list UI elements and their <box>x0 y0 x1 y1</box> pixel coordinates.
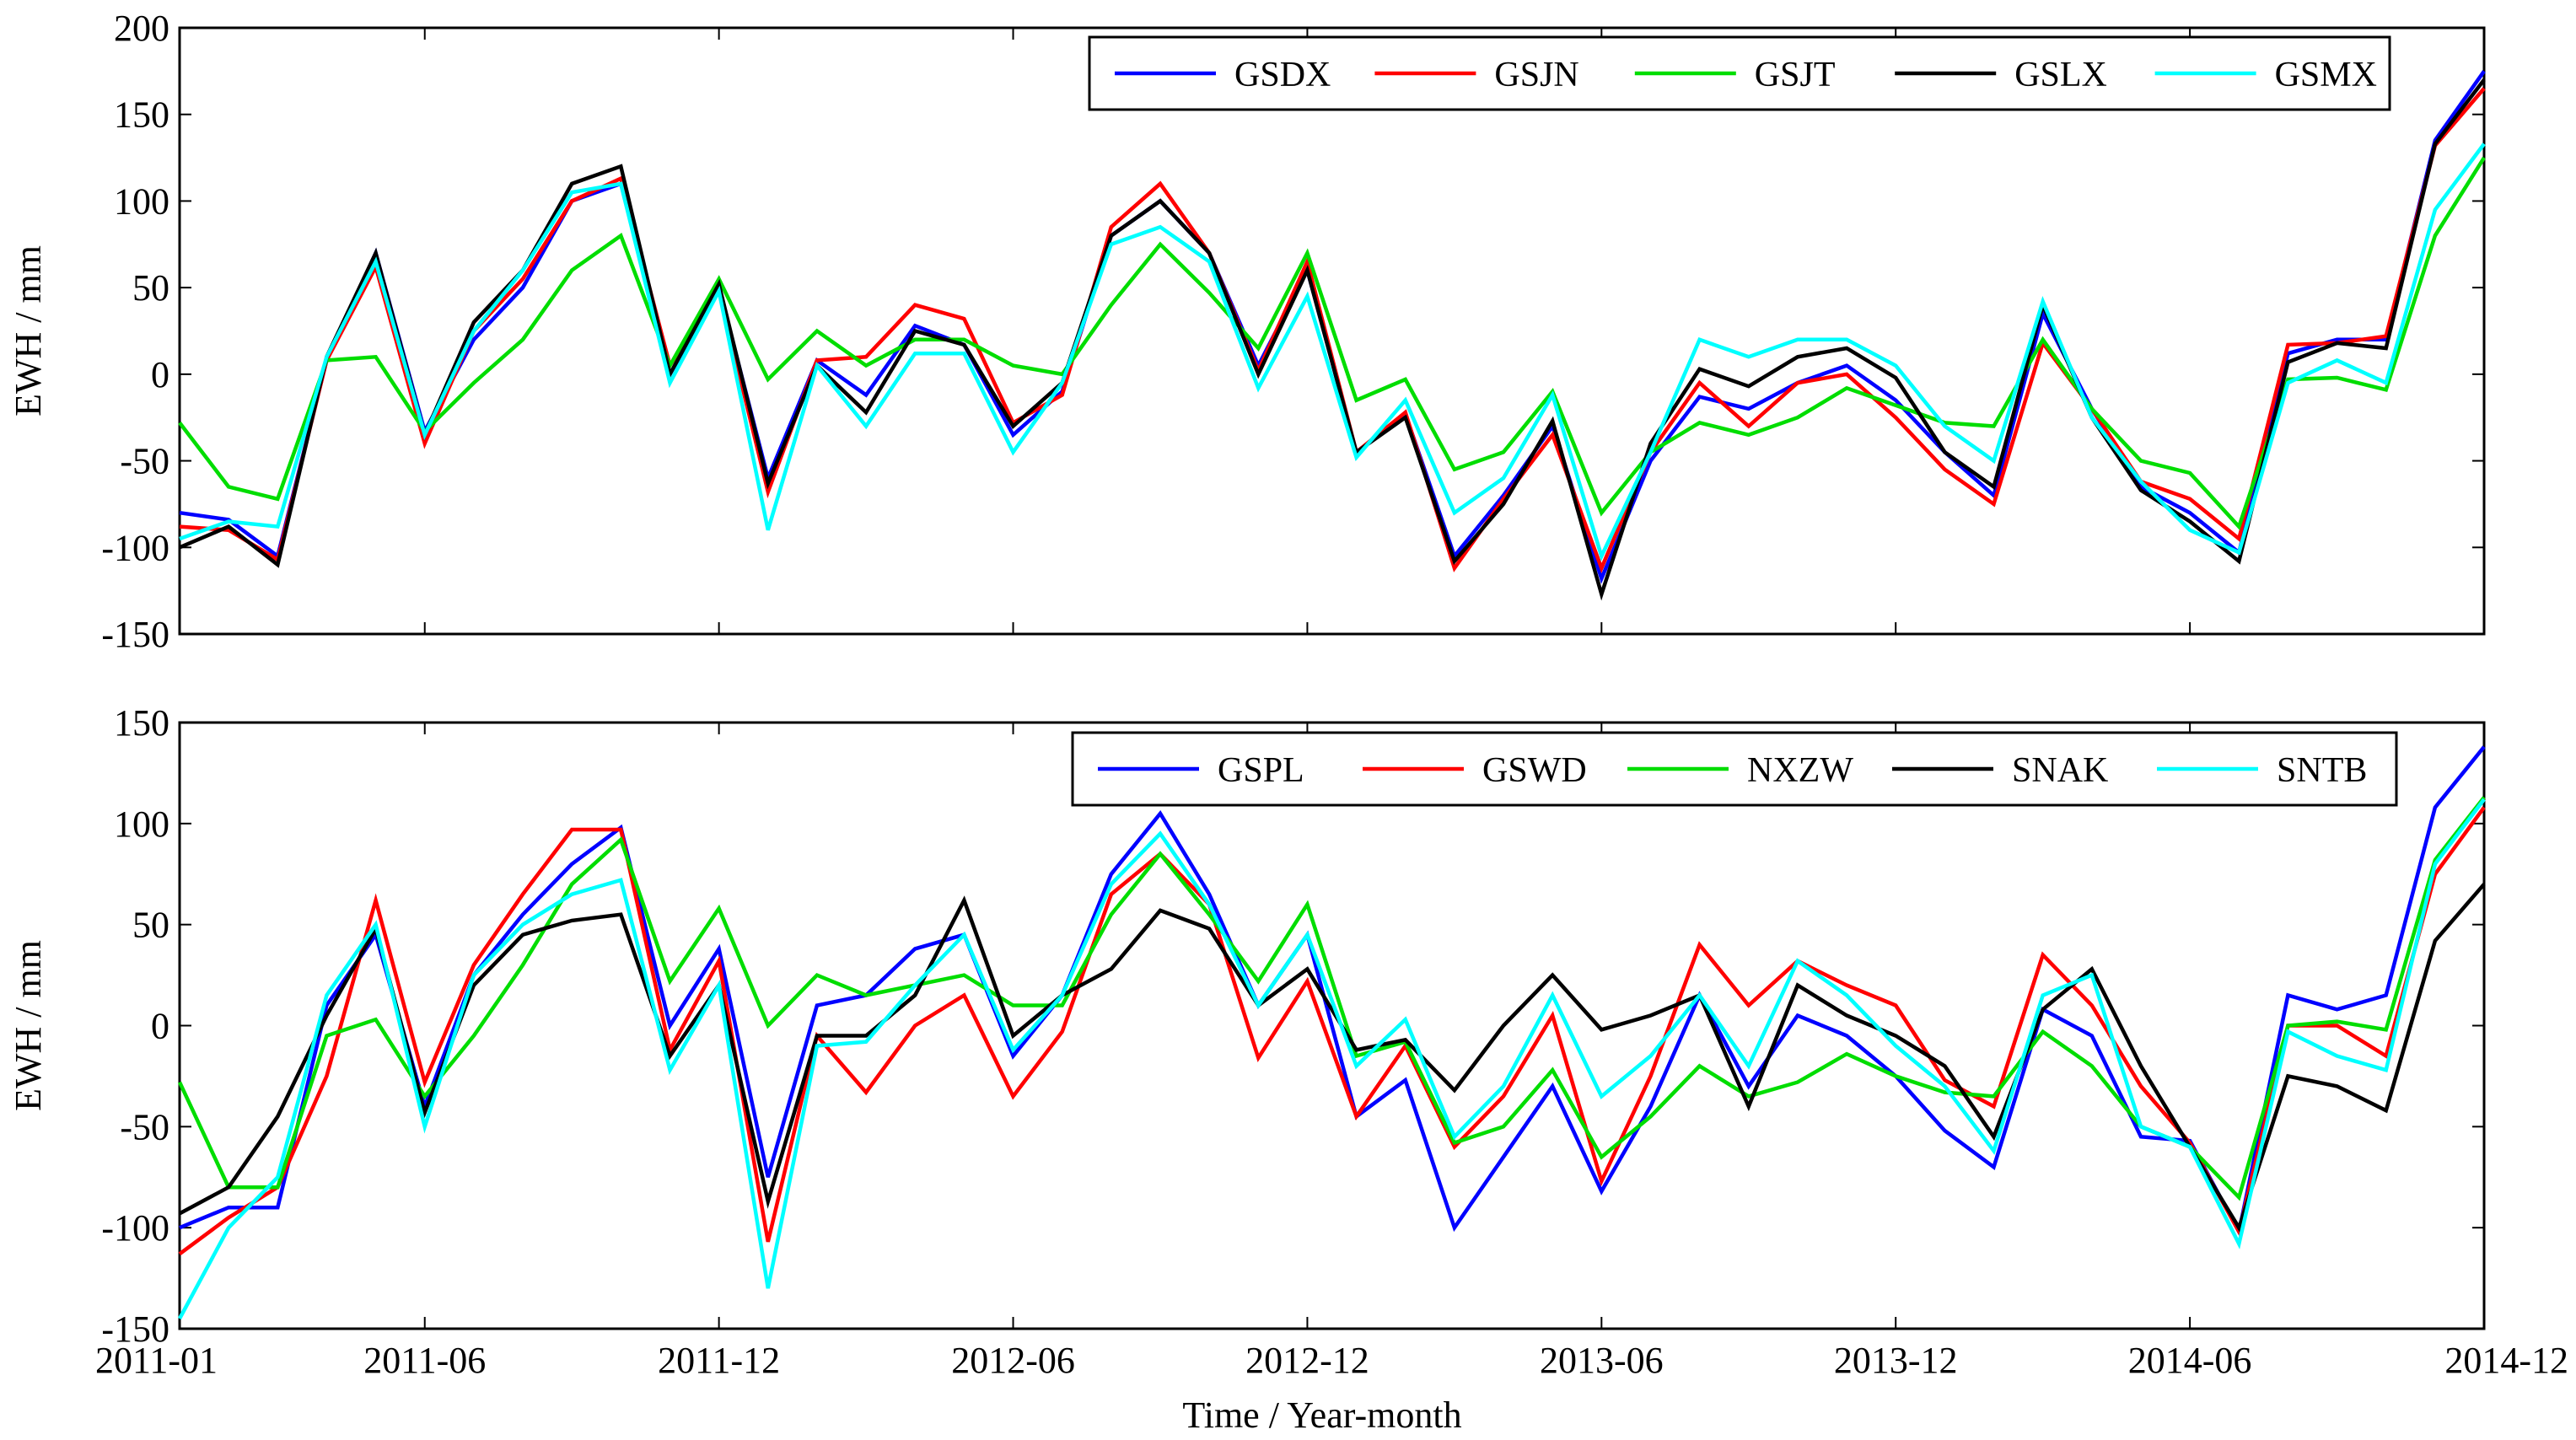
y-tick-label: -150 <box>101 614 169 655</box>
x-tick-label: 2011-01 <box>95 1340 218 1381</box>
bottom-chart-panel: -150 -100 -50 0 50 100 150 2011-01 2011-06 2011-1… <box>8 702 2568 1381</box>
series-line-sntb <box>178 798 2486 1320</box>
y-tick-label: 0 <box>151 1006 169 1047</box>
y-tick-label: 150 <box>114 702 169 744</box>
legend-label-gsjt: GSJT <box>1755 56 1836 94</box>
series-line-gsjt <box>178 156 2486 530</box>
x-tick-label: 2013-06 <box>1540 1340 1664 1381</box>
x-tick-label: 2011-06 <box>363 1340 486 1381</box>
y-tick-label: 50 <box>132 267 169 309</box>
legend-label-gsjn: GSJN <box>1494 56 1578 94</box>
legend: GSPL GSWD NXZW SNAK SNTB <box>1071 731 2398 807</box>
y-tick-label: -100 <box>101 527 169 568</box>
y-tick-label: 100 <box>114 180 169 222</box>
legend-label-gswd: GSWD <box>1482 751 1587 790</box>
legend-label-nxzw: NXZW <box>1747 751 1853 790</box>
y-tick-label: 0 <box>151 354 169 395</box>
x-axis-label: Time / Year-month <box>1182 1394 1461 1436</box>
legend-label-gspl: GSPL <box>1218 751 1304 790</box>
y-tick-label: 100 <box>114 803 169 845</box>
y-tick-label: -100 <box>101 1207 169 1249</box>
y-tick-label: -150 <box>101 1308 169 1350</box>
legend-label-sntb: SNTB <box>2277 751 2367 790</box>
y-tick-label: -50 <box>120 1106 169 1147</box>
series-line-gswd <box>178 806 2486 1256</box>
x-tick-label: 2014-06 <box>2128 1340 2252 1381</box>
series-line-gspl <box>179 745 2486 1238</box>
y-tick-label: 50 <box>132 905 169 946</box>
x-tick-label: 2013-12 <box>1834 1340 1958 1381</box>
legend-label-snak: SNAK <box>2012 751 2108 790</box>
series-line-gsmx <box>179 142 2486 561</box>
y-tick-label: -50 <box>120 441 169 482</box>
legend-label-gsmx: GSMX <box>2275 56 2377 94</box>
y-axis-label: EWH / mm <box>8 940 49 1111</box>
y-tick-label: 200 <box>114 8 169 49</box>
y-tick-label: 150 <box>114 94 169 136</box>
series-line-snak <box>178 883 2486 1233</box>
legend-label-gsdx: GSDX <box>1234 56 1331 94</box>
legend: GSDX GSJN GSJT GSLX GSMX <box>1088 35 2391 111</box>
x-tick-label: 2012-12 <box>1245 1340 1369 1381</box>
x-tick-label: 2011-12 <box>658 1340 780 1381</box>
x-tick-label: 2012-06 <box>951 1340 1075 1381</box>
y-axis-label: EWH / mm <box>8 245 49 416</box>
plot-frame <box>178 26 2486 636</box>
x-tick-label: 2014-12 <box>2444 1340 2568 1381</box>
legend-label-gslx: GSLX <box>2014 56 2107 94</box>
